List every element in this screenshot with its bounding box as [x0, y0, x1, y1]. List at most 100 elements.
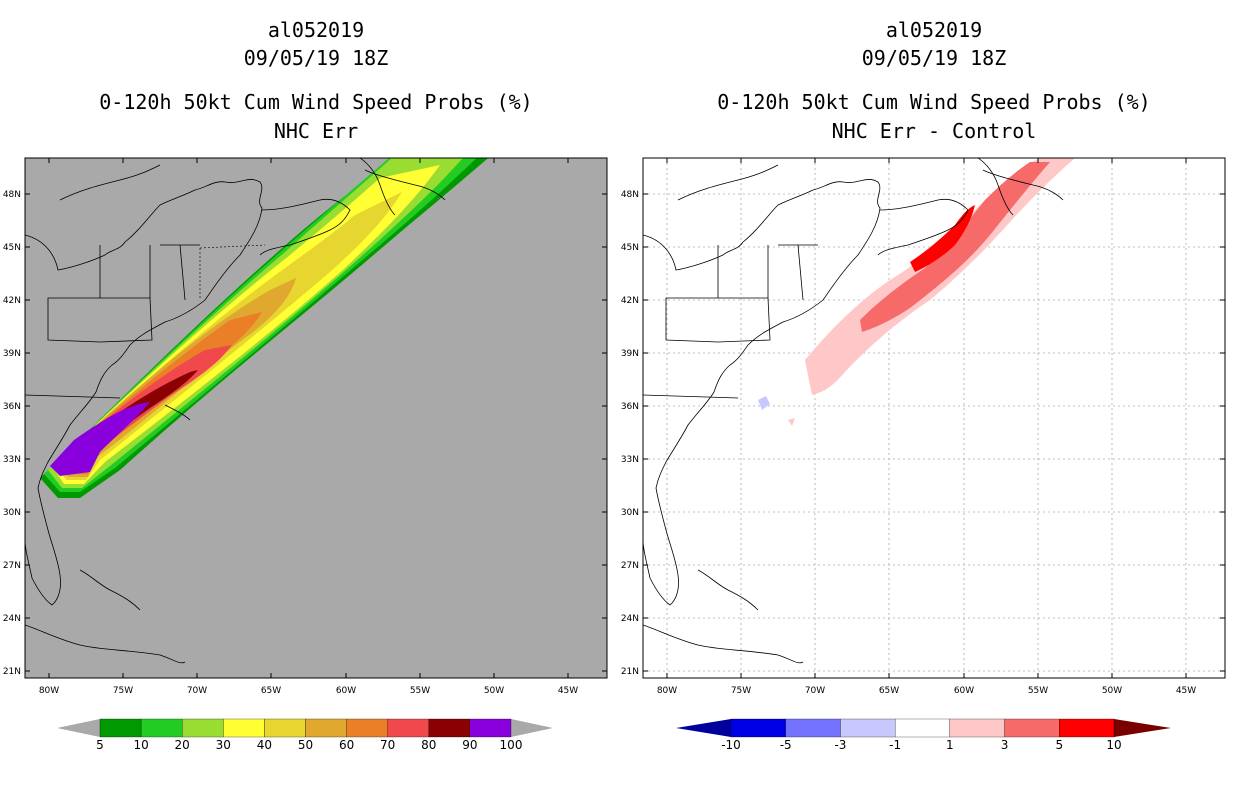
colorbar-label: 5	[96, 738, 104, 752]
lon-label: 45W	[1176, 686, 1196, 696]
left-subtitle: NHC Err	[273, 119, 359, 143]
right-map: 48N 45N 42N 39N 36N 33N 30N 27N 24N 21N 80W 75W 70W 6…	[621, 157, 1226, 696]
colorbar-label: -1	[889, 738, 901, 752]
lon-label: 70W	[187, 686, 207, 696]
lon-label: 65W	[879, 686, 899, 696]
lat-label: 48N	[621, 190, 639, 200]
colorbar-label: -3	[834, 738, 846, 752]
colorbar-low-extend	[57, 719, 100, 737]
colorbar-label: -10	[721, 738, 741, 752]
difference-field	[758, 158, 1075, 426]
colorbar-swatch	[264, 718, 306, 738]
lat-label: 30N	[621, 508, 639, 518]
right-storm-id: al052019	[885, 18, 983, 42]
lon-label: 80W	[39, 686, 59, 696]
colorbar-label: 3	[1001, 738, 1009, 752]
colorbar-label: 30	[216, 738, 231, 752]
lat-label: 27N	[621, 561, 639, 571]
left-axis-ticks: 48N 45N 42N 39N 36N 33N 30N 27N 24N 21N 80W 75W 70W 6…	[3, 158, 607, 696]
lat-label: 39N	[621, 349, 639, 359]
left-colorbar: 5 10 20 30 40 50 60 70 80 90 100	[57, 718, 553, 752]
colorbar-label: 60	[339, 738, 354, 752]
colorbar-high-extend	[1114, 719, 1171, 737]
lon-label: 75W	[731, 686, 751, 696]
colorbar-swatch	[140, 718, 183, 738]
lat-label: 24N	[3, 614, 21, 624]
diff-band-3-to-5	[860, 162, 1050, 332]
lon-label: 60W	[336, 686, 356, 696]
left-storm-id: al052019	[267, 18, 365, 42]
colorbar-swatch	[894, 718, 951, 738]
colorbar-label: 10	[1106, 738, 1121, 752]
colorbar-label: 50	[298, 738, 313, 752]
lat-label: 48N	[3, 190, 21, 200]
right-colorbar: -10 -5 -3 -1 1 3 5 10	[676, 718, 1171, 752]
diff-negative-patch	[758, 396, 770, 410]
colorbar-swatch	[1004, 718, 1060, 738]
colorbar-label: 1	[946, 738, 954, 752]
right-map-frame	[642, 157, 1226, 679]
swath-band-90	[50, 402, 150, 476]
lat-label: 45N	[3, 243, 21, 253]
lat-label: 36N	[621, 402, 639, 412]
left-datetime: 09/05/19 18Z	[243, 46, 389, 70]
diff-small-patch	[788, 418, 795, 426]
lat-label: 27N	[3, 561, 21, 571]
colorbar-swatch	[305, 718, 347, 738]
left-borders	[199, 244, 266, 300]
colorbar-swatch	[840, 718, 896, 738]
colorbar-swatch	[346, 718, 388, 738]
colorbar-swatch	[949, 718, 1005, 738]
colorbar-swatch	[428, 718, 471, 738]
right-axis-ticks: 48N 45N 42N 39N 36N 33N 30N 27N 24N 21N 80W 75W 70W 6…	[621, 158, 1225, 696]
colorbar-swatch	[387, 718, 429, 738]
left-coastlines	[25, 158, 446, 664]
right-datetime: 09/05/19 18Z	[861, 46, 1007, 70]
lon-label: 55W	[1028, 686, 1048, 696]
left-map-frame	[24, 157, 608, 679]
lat-label: 42N	[3, 296, 21, 306]
colorbar-high-extend	[511, 719, 553, 737]
lat-label: 36N	[3, 402, 21, 412]
colorbar-label: 90	[462, 738, 477, 752]
colorbar-swatch	[730, 718, 786, 738]
colorbar-swatch	[785, 718, 841, 738]
lon-label: 80W	[657, 686, 677, 696]
colorbar-label: 80	[421, 738, 436, 752]
colorbar-swatch	[99, 718, 142, 738]
lat-label: 33N	[3, 455, 21, 465]
lat-label: 33N	[621, 455, 639, 465]
lon-label: 50W	[1102, 686, 1122, 696]
lon-label: 70W	[805, 686, 825, 696]
diff-band-5-to-10	[910, 205, 975, 272]
right-coastlines	[643, 158, 1064, 664]
colorbar-swatch	[469, 718, 512, 738]
lat-label: 42N	[621, 296, 639, 306]
lat-label: 24N	[621, 614, 639, 624]
colorbar-swatch	[223, 718, 265, 738]
lat-label: 21N	[3, 667, 21, 677]
right-subtitle: NHC Err - Control	[831, 119, 1037, 143]
colorbar-label: 100	[500, 738, 523, 752]
lat-label: 21N	[621, 667, 639, 677]
colorbar-swatch	[182, 718, 224, 738]
lon-label: 55W	[410, 686, 430, 696]
lon-label: 45W	[558, 686, 578, 696]
lon-label: 65W	[261, 686, 281, 696]
left-map: 48N 45N 42N 39N 36N 33N 30N 27N 24N 21N 80W 75W 70W 6…	[3, 157, 608, 696]
lat-label: 45N	[621, 243, 639, 253]
colorbar-label: 5	[1055, 738, 1063, 752]
colorbar-swatch	[1059, 718, 1115, 738]
lon-label: 75W	[113, 686, 133, 696]
lat-label: 39N	[3, 349, 21, 359]
colorbar-label: 10	[133, 738, 148, 752]
colorbar-label: 70	[380, 738, 395, 752]
colorbar-label: 20	[175, 738, 190, 752]
lon-label: 50W	[484, 686, 504, 696]
right-gridlines	[643, 158, 1225, 678]
colorbar-low-extend	[676, 719, 731, 737]
probability-swath	[40, 158, 489, 498]
colorbar-label: 40	[257, 738, 272, 752]
left-product-title: 0-120h 50kt Cum Wind Speed Probs (%)	[99, 90, 533, 114]
lon-label: 60W	[954, 686, 974, 696]
